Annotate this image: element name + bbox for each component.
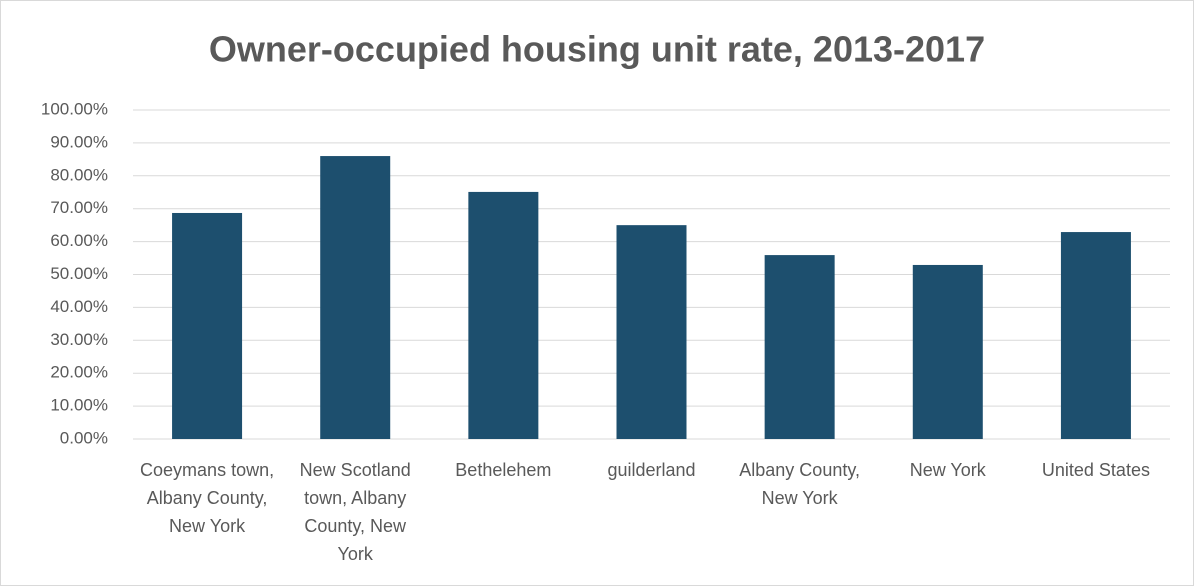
- x-tick-label: New Scotland town, Albany County, New Yo…: [299, 460, 411, 564]
- y-tick-label: 0.00%: [60, 428, 108, 447]
- x-tick-label: United States: [1041, 460, 1150, 480]
- y-tick-label: 90.00%: [50, 132, 108, 151]
- y-tick-label: 40.00%: [50, 297, 108, 316]
- x-tick-label: Albany County, New York: [739, 460, 861, 508]
- x-tick-label: New York: [909, 460, 986, 480]
- bar: [172, 212, 243, 439]
- y-tick-label: 20.00%: [50, 363, 108, 382]
- y-tick-label: 100.00%: [41, 99, 108, 118]
- chart-title: Owner-occupied housing unit rate, 2013-2…: [209, 29, 985, 70]
- x-tick-label: Bethelehem: [455, 460, 552, 480]
- bar: [468, 191, 539, 439]
- bar: [764, 255, 835, 439]
- x-tick-label: guilderland: [607, 460, 696, 480]
- x-tick-label: Coeymans town, Albany County, New York: [140, 460, 275, 536]
- y-tick-label: 10.00%: [50, 396, 108, 415]
- bar: [912, 264, 983, 439]
- y-tick-label: 80.00%: [50, 165, 108, 184]
- y-tick-label: 70.00%: [50, 198, 108, 217]
- y-tick-label: 30.00%: [50, 330, 108, 349]
- bar: [616, 225, 687, 439]
- bar: [320, 156, 391, 439]
- y-tick-label: 60.00%: [50, 231, 108, 250]
- bar: [1060, 232, 1131, 439]
- y-tick-label: 50.00%: [50, 264, 108, 283]
